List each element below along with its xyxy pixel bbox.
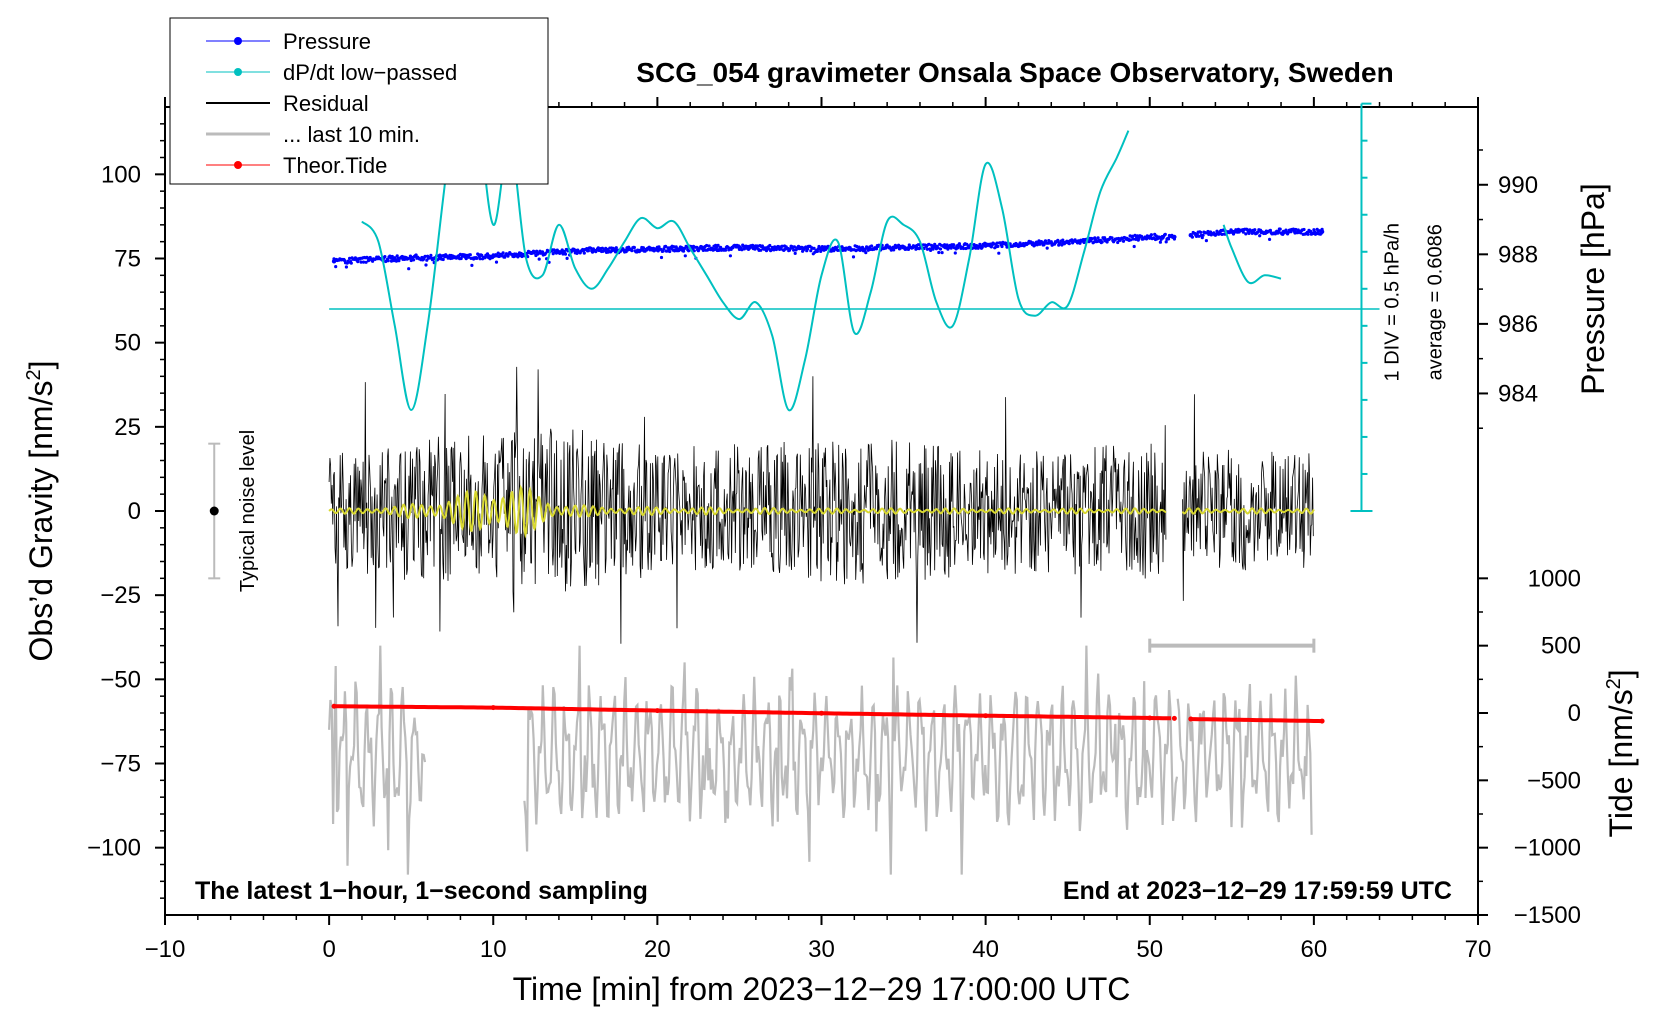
legend-swatch-dot bbox=[234, 37, 242, 45]
x-tick-label: 50 bbox=[1136, 936, 1163, 963]
noise-level-label: Typical noise level bbox=[237, 430, 259, 592]
tide-title-base: Tide [nm/s bbox=[1603, 689, 1639, 837]
tide-point bbox=[654, 708, 660, 714]
series-layer bbox=[328, 107, 1380, 875]
x-tick-label: 30 bbox=[808, 936, 835, 963]
last-10-min-line bbox=[1176, 675, 1313, 835]
filtered-residual-line bbox=[328, 484, 1167, 539]
x-tick-label: 10 bbox=[480, 936, 507, 963]
tide-title-sup: 2 bbox=[1603, 678, 1625, 689]
pressure-axis-title: Pressure [hPa] bbox=[1575, 183, 1611, 395]
pressure-point bbox=[1188, 232, 1193, 238]
corner-text-left: The latest 1−hour, 1−second sampling bbox=[195, 877, 648, 905]
y-left-tick-label: −100 bbox=[87, 835, 141, 862]
pressure-point bbox=[491, 253, 496, 259]
axis-ticks: −10 0 10 20 30 40 50 60 70−100−75−50−25025507510… bbox=[87, 97, 1581, 963]
legend-label: Theor.Tide bbox=[283, 153, 387, 178]
y-left-title-sup: 2 bbox=[23, 369, 45, 380]
pressure-point bbox=[819, 246, 824, 252]
tide-point bbox=[490, 705, 496, 711]
legend-label: Residual bbox=[283, 91, 369, 116]
x-tick-label: 40 bbox=[972, 936, 999, 963]
x-tick-label: 70 bbox=[1465, 936, 1492, 963]
legend-swatch-dot bbox=[234, 68, 242, 76]
legend-label: ... last 10 min. bbox=[283, 122, 420, 147]
legend: Pressure dP/dt low−passed Residual ... last… bbox=[169, 17, 549, 185]
tide-tick-label: 1000 bbox=[1528, 565, 1581, 592]
tide-point bbox=[1147, 715, 1153, 721]
filtered-residual-line bbox=[1181, 507, 1315, 515]
y-left-title-end: ] bbox=[23, 361, 59, 370]
pressure-point bbox=[737, 245, 742, 250]
y-left-tick-label: 0 bbox=[128, 498, 141, 525]
pressure-point bbox=[408, 255, 414, 261]
tide-title-end: ] bbox=[1603, 669, 1639, 678]
dpdt-average-label: average = 0.6086 bbox=[1424, 224, 1446, 380]
pressure-point bbox=[1319, 229, 1325, 234]
y-left-tick-label: −50 bbox=[100, 666, 141, 693]
residual-line bbox=[1182, 394, 1314, 601]
last-10-min-line bbox=[523, 645, 1179, 875]
tide-line bbox=[334, 704, 1172, 721]
x-axis-title: Time [min] from 2023−12−29 17:00:00 UTC bbox=[513, 971, 1131, 1007]
x-tick-label: −10 bbox=[145, 936, 186, 963]
y-left-tick-label: −75 bbox=[100, 751, 141, 778]
pressure-point bbox=[1147, 234, 1152, 240]
y-left-tick-label: 75 bbox=[114, 246, 141, 273]
pressure-point bbox=[1229, 229, 1235, 234]
tide-point bbox=[1171, 715, 1177, 721]
pressure-point bbox=[573, 248, 578, 254]
dpdt-line bbox=[1222, 224, 1282, 285]
tide-tick-label: −1000 bbox=[1514, 835, 1581, 862]
tide-point bbox=[331, 703, 337, 709]
pressure-point bbox=[983, 243, 988, 248]
dpdt-line bbox=[361, 107, 1130, 412]
x-tick-label: 0 bbox=[322, 936, 335, 963]
y-left-tick-label: 100 bbox=[101, 161, 141, 188]
legend-label: dP/dt low−passed bbox=[283, 60, 457, 85]
tide-tick-label: −500 bbox=[1527, 767, 1581, 794]
pressure-series bbox=[331, 227, 1325, 271]
noise-center-dot bbox=[209, 506, 219, 516]
tide-tick-label: −1500 bbox=[1514, 902, 1581, 929]
tide-axis-title: Tide [nm/s2] bbox=[1603, 669, 1639, 837]
pressure-point bbox=[655, 246, 660, 252]
tide-tick-label: 500 bbox=[1541, 633, 1581, 660]
pressure-point bbox=[1065, 239, 1070, 245]
y-left-title-base: Obs’d Gravity [nm/s bbox=[23, 381, 59, 662]
tide-point bbox=[983, 713, 989, 719]
tide-point bbox=[819, 710, 824, 716]
pressure-points bbox=[332, 227, 1324, 271]
y-left-tick-label: −25 bbox=[100, 582, 141, 609]
x-tick-label: 20 bbox=[644, 936, 671, 963]
chart-title: SCG_054 gravimeter Onsala Space Observat… bbox=[636, 57, 1393, 88]
pressure-point bbox=[331, 259, 337, 264]
residual-line bbox=[328, 366, 1167, 644]
tide-point bbox=[1188, 716, 1194, 722]
pressure-tick-label: 990 bbox=[1498, 172, 1538, 199]
x-tick-label: 60 bbox=[1301, 936, 1328, 963]
tide-tick-label: 0 bbox=[1568, 700, 1581, 727]
dpdt-scale-label: 1 DIV = 0.5 hPa/h bbox=[1381, 223, 1403, 381]
pressure-tick-label: 984 bbox=[1498, 380, 1538, 407]
annotations: SCG_054 gravimeter Onsala Space Observat… bbox=[23, 57, 1639, 1007]
pressure-point bbox=[1172, 234, 1177, 240]
pressure-tick-label: 988 bbox=[1498, 241, 1538, 268]
tide-series bbox=[331, 703, 1325, 724]
pressure-point bbox=[901, 245, 906, 250]
tide-point bbox=[1319, 718, 1325, 724]
legend-swatch-dot bbox=[234, 161, 242, 169]
legend-box bbox=[169, 17, 549, 185]
legend-label: Pressure bbox=[283, 29, 371, 54]
corner-text-right: End at 2023−12−29 17:59:59 UTC bbox=[1063, 877, 1452, 905]
y-left-axis-title: Obs’d Gravity [nm/s2] bbox=[23, 361, 59, 662]
last-10-min-line bbox=[328, 645, 427, 875]
y-left-tick-label: 25 bbox=[114, 414, 141, 441]
y-left-tick-label: 50 bbox=[114, 330, 141, 357]
tide-line bbox=[1190, 717, 1323, 724]
pressure-tick-label: 986 bbox=[1498, 311, 1538, 338]
